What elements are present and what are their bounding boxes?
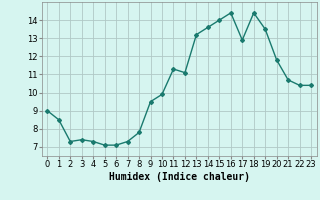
X-axis label: Humidex (Indice chaleur): Humidex (Indice chaleur) (109, 172, 250, 182)
